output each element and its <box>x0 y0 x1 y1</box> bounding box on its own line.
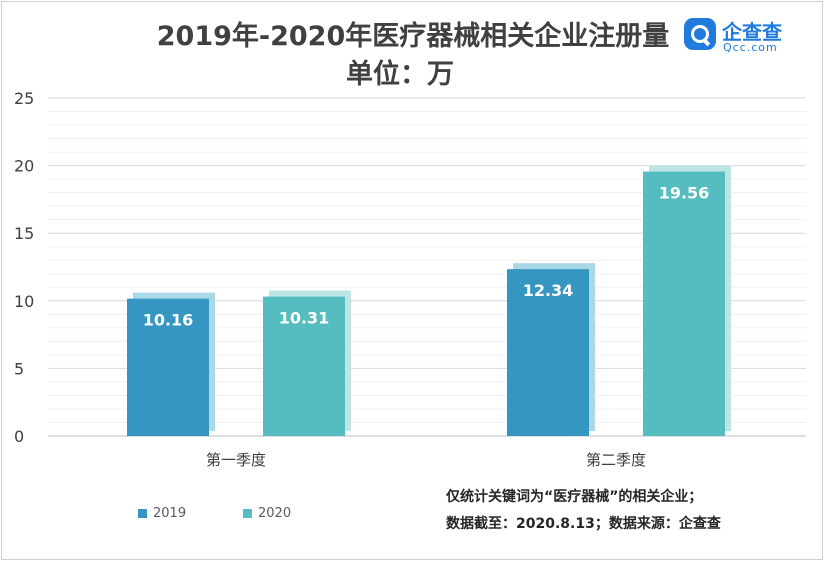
y-tick-label: 0 <box>14 427 24 446</box>
legend-label-2019: 2019 <box>153 506 187 521</box>
chart-subtitle: 单位：万 <box>346 59 454 90</box>
legend-label-2020: 2020 <box>258 506 292 521</box>
data-label: 10.16 <box>143 311 194 330</box>
y-tick-label: 10 <box>14 292 34 311</box>
bar-2019-1 <box>507 269 589 436</box>
legend-item-2019: 2019 <box>138 506 186 521</box>
bar-2020-0 <box>263 296 345 436</box>
footnote-scope: 仅统计关键词为“医疗器械”的相关企业； <box>446 489 703 505</box>
footnote-source: 数据截至：2020.8.13；数据来源：企查查 <box>446 516 721 532</box>
data-label: 19.56 <box>659 184 710 203</box>
magnifier-icon <box>684 18 716 50</box>
data-label: 12.34 <box>523 281 574 300</box>
legend-swatch-2020 <box>243 509 252 518</box>
y-tick-label: 20 <box>14 157 34 176</box>
logo-text-en: Qcc.com <box>723 41 778 54</box>
legend-item-2020: 2020 <box>243 506 291 521</box>
y-tick-label: 5 <box>14 359 24 378</box>
legend-swatch-2019 <box>138 509 147 518</box>
x-tick-label: 第二季度 <box>586 451 646 469</box>
logo-text-cn: 企查查 <box>722 20 782 44</box>
chart-title: 2019年-2020年医疗器械相关企业注册量 <box>156 21 670 52</box>
data-label: 10.31 <box>279 309 330 328</box>
x-tick-label: 第一季度 <box>206 451 266 469</box>
qcc-logo: 企查查 Qcc.com <box>684 16 804 56</box>
y-tick-label: 25 <box>14 89 34 108</box>
y-tick-label: 15 <box>14 224 34 243</box>
bar-2020-1 <box>643 171 725 436</box>
bar-2019-0 <box>127 298 209 436</box>
